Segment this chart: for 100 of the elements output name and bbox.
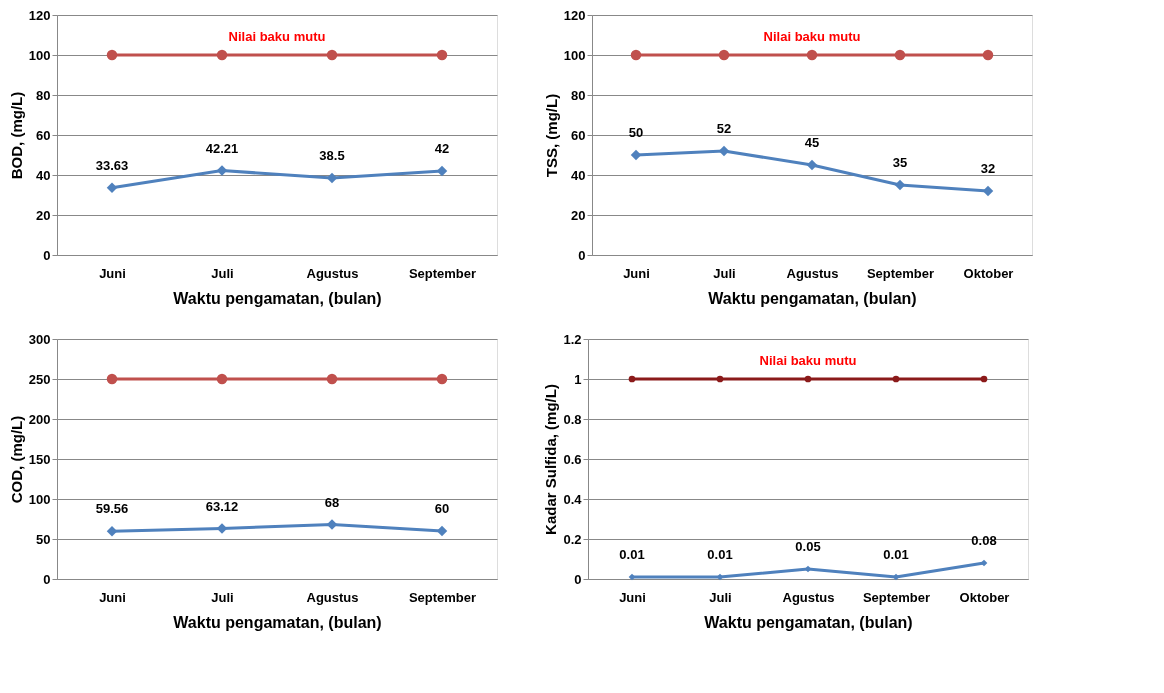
point [980,559,988,567]
point [436,49,448,61]
x-tick-label: September [408,589,477,605]
y-tick-label: 0 [578,247,586,263]
y-tick-label: 50 [36,531,51,547]
x-tick-label: Agustus [782,589,835,605]
point [326,519,338,530]
data-label: 59.56 [95,501,129,517]
x-tick-label: Juni [99,589,126,605]
point [806,159,818,171]
y-tick-label: 300 [28,331,51,347]
point [216,165,228,176]
x-axis-title: Waktu pengamatan, (bulan) [173,289,382,307]
x-axis-title: Waktu pengamatan, (bulan) [704,613,913,631]
data-label: 68 [324,494,340,510]
point [718,49,730,61]
y-tick-label: 0.6 [563,451,582,467]
x-tick-label: Juni [619,589,646,605]
y-tick-label: 100 [563,47,586,63]
point [436,373,448,385]
x-tick-label: Agustus [786,265,839,281]
data-label: 63.12 [205,498,239,514]
y-axis-title: TSS, (mg/L) [542,93,560,178]
point [106,373,118,385]
point [326,49,338,61]
x-tick-label: Juli [211,265,234,281]
point [716,375,724,383]
x-tick-label: September [866,265,935,281]
point [216,523,228,534]
x-tick-label: Juni [623,265,650,281]
x-tick-label: Agustus [306,589,359,605]
y-tick-label: 0.4 [563,491,583,507]
point [892,375,900,383]
y-tick-label: 100 [28,47,51,63]
point [628,375,636,383]
y-tick-label: 100 [28,491,51,507]
y-tick-label: 1.2 [563,331,582,347]
data-label: 0.05 [795,539,821,554]
x-tick-label: Juni [99,265,126,281]
point [982,49,994,61]
x-tick-label: September [862,589,931,605]
x-tick-label: Juli [211,589,234,605]
y-tick-label: 120 [28,7,51,23]
y-tick-label: 40 [36,167,51,183]
y-tick-label: 20 [36,207,51,223]
y-tick-label: 200 [28,411,51,427]
point [216,49,228,61]
y-axis-title: COD, (mg/L) [7,415,25,504]
data-label: 0.08 [971,533,997,548]
y-tick-label: 20 [571,207,586,223]
y-tick-label: 0 [43,571,51,587]
point [106,182,118,193]
series-label: Nilai baku mutu [228,29,326,44]
point [980,375,988,383]
y-tick-label: 1 [574,371,582,387]
x-tick-label: Juli [713,265,736,281]
y-tick-label: 60 [36,127,51,143]
point [216,373,228,385]
y-tick-label: 0.2 [563,531,582,547]
x-tick-label: Oktober [959,589,1010,605]
point [804,375,812,383]
data-label: 52 [716,121,732,136]
data-label: 42 [434,141,450,156]
data-label: 0.01 [707,547,733,562]
series-label: Nilai baku mutu [759,353,857,368]
data-label: 60 [434,501,450,516]
data-label: 45 [804,135,820,150]
point [804,565,812,573]
y-tick-label: 150 [28,451,51,467]
data-label: 33.63 [95,157,129,173]
data-label: 42.21 [205,140,239,156]
data-label: 38.5 [319,148,345,163]
point [892,573,900,581]
point [630,49,642,61]
x-axis-title: Waktu pengamatan, (bulan) [708,289,917,307]
x-axis-title: Waktu pengamatan, (bulan) [173,613,382,631]
point [106,49,118,61]
y-tick-label: 60 [571,127,586,143]
data-label: 35 [892,155,908,170]
y-tick-label: 250 [28,371,51,387]
data-label: 0.01 [883,547,909,562]
point [806,49,818,61]
point [326,373,338,385]
point [894,49,906,61]
x-tick-label: Juli [709,589,732,605]
y-tick-label: 120 [563,7,586,23]
y-tick-label: 80 [571,87,586,103]
y-tick-label: 0 [574,571,582,587]
data-label: 50 [628,125,644,140]
x-tick-label: September [408,265,477,281]
y-tick-label: 40 [571,167,586,183]
y-tick-label: 80 [36,87,51,103]
data-label: 32 [980,161,996,176]
x-tick-label: Agustus [306,265,359,281]
y-axis-title: BOD, (mg/L) [7,91,25,180]
y-axis-title: Kadar Sulfida, (mg/L) [542,384,560,535]
y-tick-label: 0.8 [563,411,582,427]
series-label: Nilai baku mutu [763,29,861,44]
point [106,526,118,537]
x-tick-label: Oktober [963,265,1014,281]
